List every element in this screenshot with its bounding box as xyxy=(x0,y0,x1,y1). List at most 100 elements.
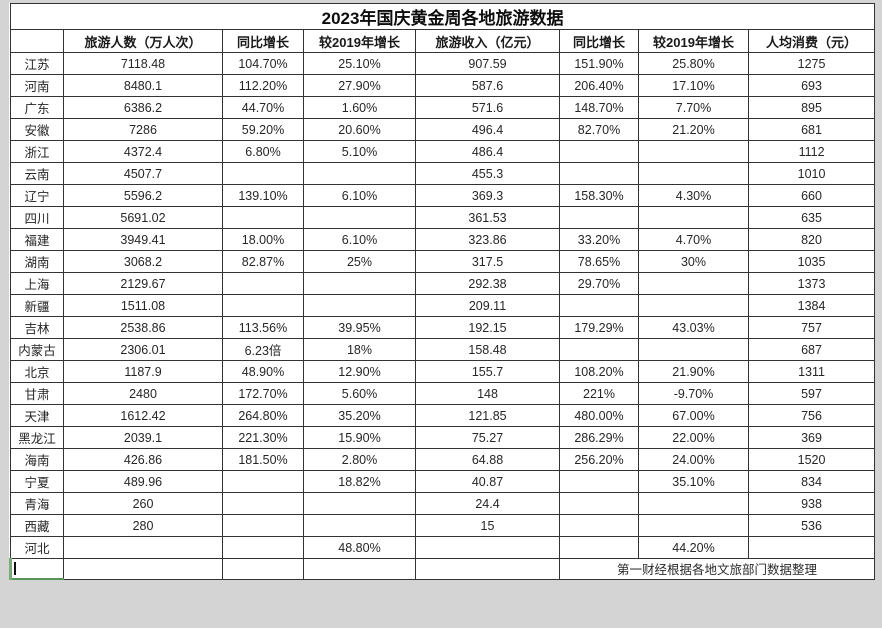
data-cell[interactable]: 24.4 xyxy=(415,492,560,515)
region-cell[interactable]: 吉林 xyxy=(10,316,64,339)
data-cell[interactable] xyxy=(559,162,639,185)
region-cell[interactable]: 浙江 xyxy=(10,140,64,163)
data-cell[interactable]: 455.3 xyxy=(415,162,560,185)
region-cell[interactable]: 云南 xyxy=(10,162,64,185)
region-cell[interactable]: 天津 xyxy=(10,404,64,427)
data-cell[interactable]: 820 xyxy=(747,228,876,251)
region-cell[interactable]: 黑龙江 xyxy=(10,426,64,449)
data-cell[interactable]: 40.87 xyxy=(415,470,560,493)
region-cell[interactable]: 海南 xyxy=(10,448,64,471)
data-cell[interactable]: 209.11 xyxy=(415,294,560,317)
data-cell[interactable]: 7.70% xyxy=(638,96,749,119)
data-cell[interactable]: 82.70% xyxy=(559,118,639,141)
data-cell[interactable]: 486.4 xyxy=(415,140,560,163)
data-cell[interactable] xyxy=(559,536,639,559)
region-cell[interactable]: 青海 xyxy=(10,492,64,515)
data-cell[interactable]: -9.70% xyxy=(638,382,749,405)
data-cell[interactable]: 48.90% xyxy=(222,360,304,383)
data-cell[interactable]: 67.00% xyxy=(638,404,749,427)
data-cell[interactable]: 5596.2 xyxy=(63,184,223,207)
data-cell[interactable]: 59.20% xyxy=(222,118,304,141)
data-cell[interactable]: 25.10% xyxy=(303,52,416,75)
data-cell[interactable] xyxy=(63,536,223,559)
data-cell[interactable] xyxy=(638,206,749,229)
data-cell[interactable]: 33.20% xyxy=(559,228,639,251)
data-cell[interactable]: 571.6 xyxy=(415,96,560,119)
data-cell[interactable]: 6386.2 xyxy=(63,96,223,119)
data-cell[interactable]: 206.40% xyxy=(559,74,639,97)
column-header-cell[interactable]: 同比增长 xyxy=(222,29,304,53)
data-cell[interactable]: 24.00% xyxy=(638,448,749,471)
source-note-cell[interactable]: 第一财经根据各地文旅部门数据整理 xyxy=(558,558,876,580)
region-cell[interactable]: 湖南 xyxy=(10,250,64,273)
data-cell[interactable]: 2.80% xyxy=(303,448,416,471)
data-cell[interactable]: 834 xyxy=(747,470,876,493)
data-cell[interactable]: 30% xyxy=(638,250,749,273)
data-cell[interactable] xyxy=(303,272,416,295)
data-cell[interactable] xyxy=(559,492,639,515)
data-cell[interactable]: 5.60% xyxy=(303,382,416,405)
data-cell[interactable]: 25% xyxy=(303,250,416,273)
data-cell[interactable]: 221% xyxy=(559,382,639,405)
data-cell[interactable]: 1511.08 xyxy=(63,294,223,317)
data-cell[interactable]: 323.86 xyxy=(415,228,560,251)
data-cell[interactable]: 4.30% xyxy=(638,184,749,207)
data-cell[interactable]: 12.90% xyxy=(303,360,416,383)
data-cell[interactable]: 17.10% xyxy=(638,74,749,97)
data-cell[interactable]: 29.70% xyxy=(559,272,639,295)
data-cell[interactable]: 5.10% xyxy=(303,140,416,163)
data-cell[interactable]: 75.27 xyxy=(415,426,560,449)
data-cell[interactable]: 2129.67 xyxy=(63,272,223,295)
data-cell[interactable] xyxy=(222,294,304,317)
data-cell[interactable]: 15.90% xyxy=(303,426,416,449)
data-cell[interactable]: 5691.02 xyxy=(63,206,223,229)
data-cell[interactable]: 426.86 xyxy=(63,448,223,471)
data-cell[interactable]: 4.70% xyxy=(638,228,749,251)
data-cell[interactable] xyxy=(415,536,560,559)
data-cell[interactable]: 192.15 xyxy=(415,316,560,339)
data-cell[interactable]: 2538.86 xyxy=(63,316,223,339)
data-cell[interactable] xyxy=(638,338,749,361)
data-cell[interactable] xyxy=(222,162,304,185)
data-cell[interactable] xyxy=(222,470,304,493)
data-cell[interactable]: 44.70% xyxy=(222,96,304,119)
column-header-cell[interactable]: 人均消费（元） xyxy=(747,29,876,53)
data-cell[interactable] xyxy=(222,206,304,229)
data-cell[interactable]: 18.82% xyxy=(303,470,416,493)
data-cell[interactable] xyxy=(559,470,639,493)
data-cell[interactable]: 39.95% xyxy=(303,316,416,339)
column-header-cell[interactable]: 同比增长 xyxy=(559,29,639,53)
data-cell[interactable] xyxy=(222,492,304,515)
data-cell[interactable]: 4507.7 xyxy=(63,162,223,185)
data-cell[interactable]: 1311 xyxy=(747,360,876,383)
data-cell[interactable]: 264.80% xyxy=(222,404,304,427)
data-cell[interactable] xyxy=(303,206,416,229)
data-cell[interactable]: 172.70% xyxy=(222,382,304,405)
data-cell[interactable]: 1112 xyxy=(747,140,876,163)
data-cell[interactable]: 25.80% xyxy=(638,52,749,75)
region-cell[interactable]: 上海 xyxy=(10,272,64,295)
data-cell[interactable]: 108.20% xyxy=(559,360,639,383)
data-cell[interactable]: 78.65% xyxy=(559,250,639,273)
data-cell[interactable]: 27.90% xyxy=(303,74,416,97)
data-cell[interactable]: 6.23倍 xyxy=(222,338,304,361)
data-cell[interactable]: 1.60% xyxy=(303,96,416,119)
data-cell[interactable]: 155.7 xyxy=(415,360,560,383)
data-cell[interactable]: 221.30% xyxy=(222,426,304,449)
data-cell[interactable]: 148.70% xyxy=(559,96,639,119)
data-cell[interactable]: 907.59 xyxy=(415,52,560,75)
data-cell[interactable]: 6.10% xyxy=(303,228,416,251)
data-cell[interactable] xyxy=(747,536,876,559)
data-cell[interactable]: 895 xyxy=(747,96,876,119)
data-cell[interactable] xyxy=(638,514,749,537)
data-cell[interactable]: 587.6 xyxy=(415,74,560,97)
data-cell[interactable]: 112.20% xyxy=(222,74,304,97)
data-cell[interactable]: 181.50% xyxy=(222,448,304,471)
data-cell[interactable]: 3949.41 xyxy=(63,228,223,251)
data-cell[interactable]: 361.53 xyxy=(415,206,560,229)
data-cell[interactable]: 260 xyxy=(63,492,223,515)
data-cell[interactable]: 286.29% xyxy=(559,426,639,449)
empty-cell[interactable] xyxy=(415,558,560,580)
data-cell[interactable]: 317.5 xyxy=(415,250,560,273)
data-cell[interactable]: 8480.1 xyxy=(63,74,223,97)
